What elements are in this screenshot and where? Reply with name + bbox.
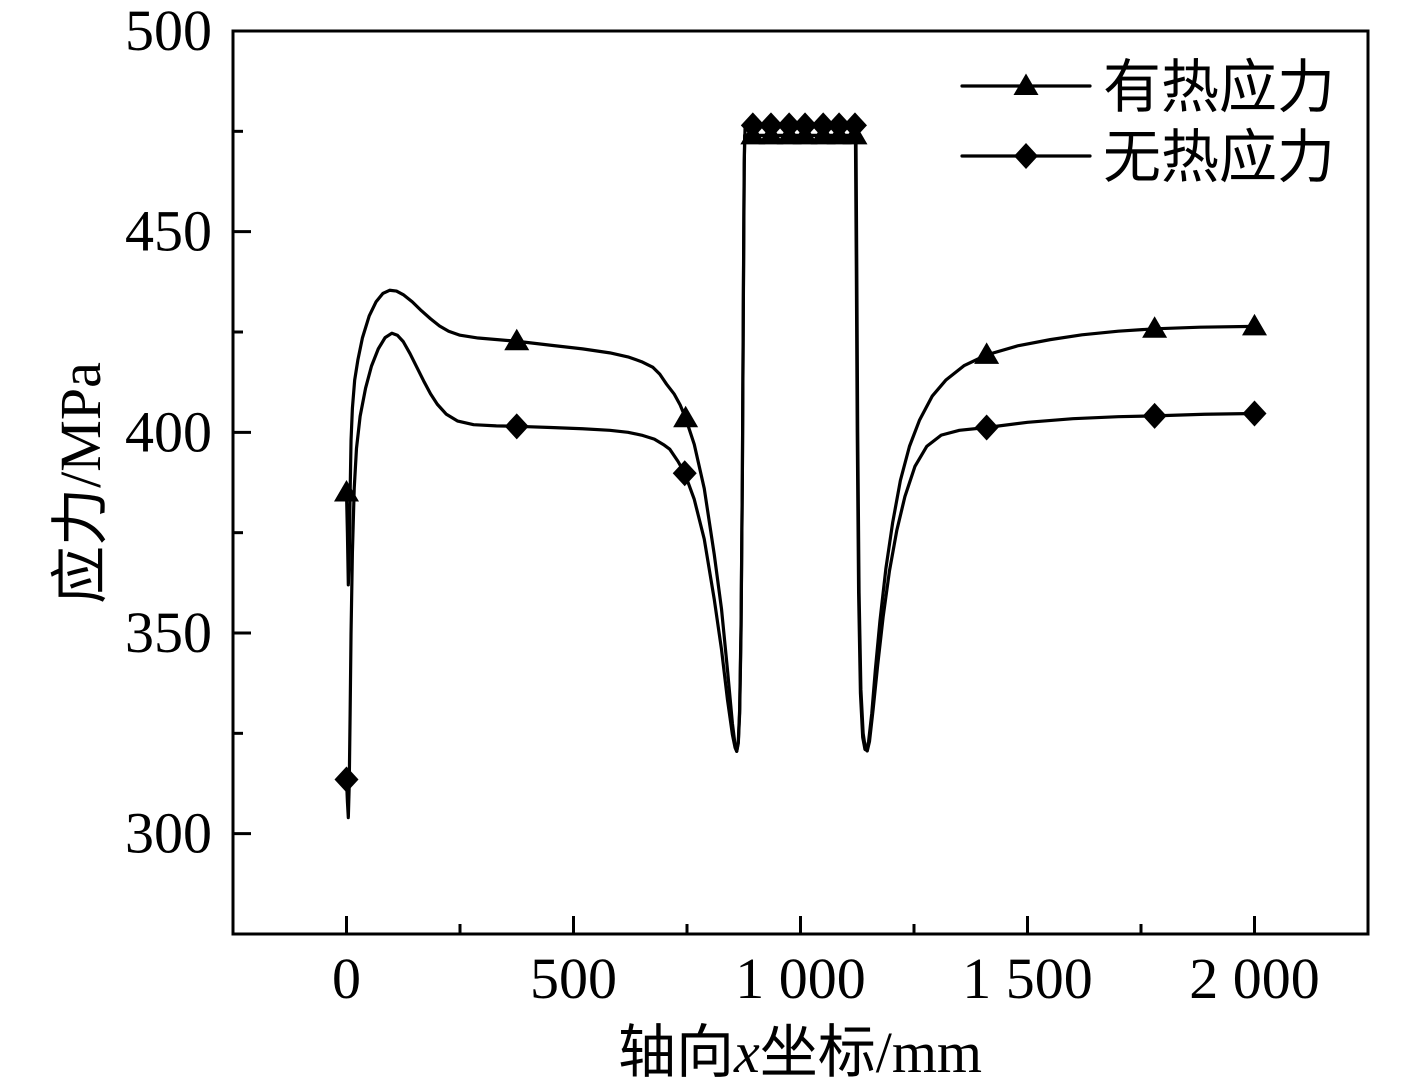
series-1-triangle-marker	[504, 328, 530, 351]
series-2-diamond-marker	[974, 414, 999, 441]
series-2-diamond-marker	[504, 413, 529, 440]
legend-marker	[1014, 143, 1038, 169]
y-tick-label: 500	[125, 0, 212, 63]
legend: 有热应力 无热应力	[960, 55, 1335, 190]
x-tick-label: 500	[530, 946, 617, 1011]
legend-label: 有热应力	[1103, 55, 1335, 120]
y-tick-label: 450	[125, 199, 212, 264]
series-2-line	[344, 123, 1257, 820]
plot-area	[233, 31, 1368, 934]
x-tick-label: 1 000	[735, 946, 866, 1011]
series-2-diamond-marker	[334, 766, 359, 793]
axis-ticks	[233, 29, 1256, 934]
legend-marker	[1013, 73, 1039, 95]
y-axis-label: 应力/MPa	[48, 362, 113, 604]
series-2-diamond-marker	[672, 460, 697, 487]
series-1-triangle-marker	[1242, 313, 1267, 336]
series-1-triangle-marker	[974, 342, 1000, 364]
legend-label: 无热应力	[1103, 125, 1335, 190]
legend-item-series-2: 无热应力	[960, 125, 1335, 190]
y-tick-label: 400	[125, 399, 212, 464]
legend-item-series-1: 有热应力	[960, 55, 1335, 120]
series-2-diamond-marker	[811, 112, 836, 139]
series-2-diamond-marker	[1142, 402, 1167, 429]
series-1-triangle-marker	[673, 405, 699, 428]
x-axis-label: 轴向x坐标/mm	[618, 1020, 982, 1085]
tick-labels: 0 500 1 000 1 500 2 000 300 350 400 450 500	[125, 0, 1320, 1011]
series-2-diamond-marker	[740, 112, 765, 139]
series-2-diamond-marker	[758, 112, 783, 139]
series-1-line	[344, 133, 1257, 753]
legend-triangle-marker	[1013, 73, 1039, 95]
y-tick-label: 300	[125, 801, 212, 866]
series-2-diamond-marker	[793, 112, 818, 139]
series-1-triangle-marker	[334, 480, 359, 502]
series-lines	[344, 123, 1257, 820]
x-tick-label: 1 500	[962, 946, 1093, 1011]
y-tick-label: 350	[125, 600, 212, 665]
x-tick-label: 2 000	[1189, 946, 1320, 1011]
legend-diamond-marker	[1014, 143, 1038, 169]
series-2-diamond-marker	[777, 112, 802, 139]
series-2-diamond-marker	[842, 112, 867, 139]
series-2-diamond-marker	[827, 112, 852, 139]
series-2-diamond-marker	[1242, 400, 1267, 427]
x-tick-label: 0	[332, 946, 361, 1011]
series-markers	[334, 112, 1267, 793]
series-1-triangle-marker	[1142, 316, 1168, 338]
